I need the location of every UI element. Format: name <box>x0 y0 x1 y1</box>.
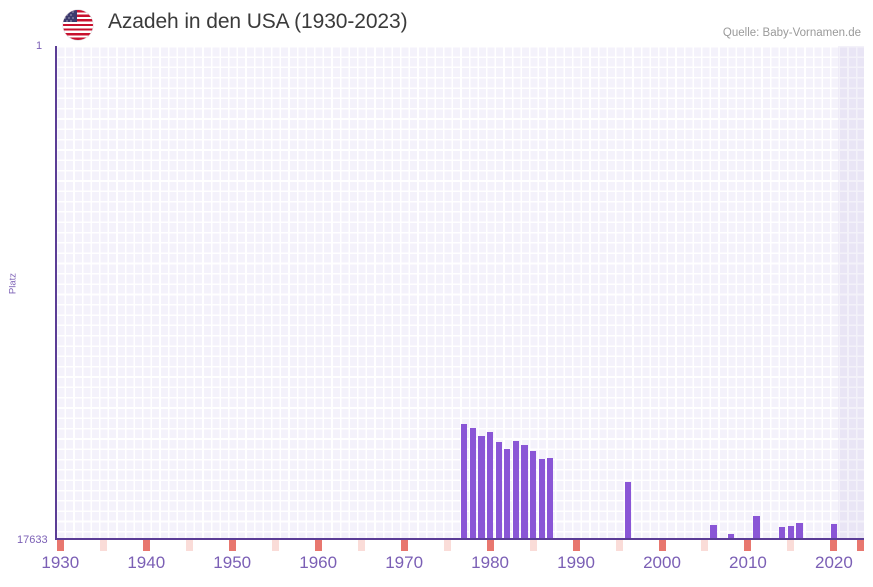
x-axis-tick-major <box>744 540 752 551</box>
x-axis-tick-minor <box>185 540 193 551</box>
bar <box>469 428 476 539</box>
x-axis-tick-label: 1990 <box>557 553 595 572</box>
bar <box>779 527 786 539</box>
y-axis-title: Platz <box>7 272 19 295</box>
bar <box>753 516 760 539</box>
y-axis-top-tick-label: 1 <box>36 40 43 52</box>
bar <box>504 449 511 539</box>
chart-header: Azadeh in den USA (1930-2023) Quelle: Ba… <box>0 0 873 46</box>
bar <box>486 432 494 539</box>
x-axis-tick-label: 2000 <box>643 553 681 572</box>
x-axis-tick-major <box>830 540 838 551</box>
x-axis-tick-major <box>142 540 150 551</box>
x-axis-tick-label: 1980 <box>471 553 509 572</box>
x-axis-tick-minor <box>271 540 279 551</box>
x-axis-tick-major <box>572 540 580 551</box>
x-axis-tick-minor <box>443 540 451 551</box>
x-axis-tick-major <box>400 540 408 551</box>
bar <box>478 436 485 539</box>
plot-area <box>56 46 864 539</box>
source-label: Quelle: Baby-Vornamen.de <box>722 27 861 39</box>
y-axis-bottom-tick-label: 17633 <box>17 534 48 546</box>
x-axis-tick-major <box>486 540 494 551</box>
x-axis-tick-minor <box>99 540 107 551</box>
x-axis-tick-major <box>56 540 64 551</box>
x-axis-tick-label: 1930 <box>41 553 80 572</box>
bar <box>461 424 468 539</box>
flag-canton <box>63 10 77 22</box>
x-axis-tick-label: 1940 <box>127 553 166 572</box>
x-axis-tick-minor <box>529 540 537 551</box>
bar <box>547 458 554 539</box>
x-axis-tick-label: 1960 <box>299 553 338 572</box>
x-axis-line <box>55 538 864 540</box>
x-axis-tick-label: 2020 <box>814 553 853 572</box>
x-axis-tick-minor <box>357 540 365 551</box>
x-axis-tick-minor <box>615 540 623 551</box>
bar <box>710 525 717 539</box>
bar-series <box>56 46 864 539</box>
page-title: Azadeh in den USA (1930-2023) <box>108 10 408 33</box>
y-axis-line <box>55 46 57 540</box>
bar <box>624 482 631 539</box>
x-axis-tick-major <box>228 540 236 551</box>
x-axis-tick-major <box>658 540 666 551</box>
bar <box>495 442 502 539</box>
bar <box>796 523 803 539</box>
bar <box>727 534 734 539</box>
bar <box>830 524 837 539</box>
x-axis-tick-major <box>857 540 864 551</box>
x-axis-tick-minor <box>701 540 709 551</box>
bar <box>521 445 528 539</box>
x-axis-tick-label: 1950 <box>213 553 252 572</box>
x-axis-tick-major <box>314 540 322 551</box>
us-flag-icon <box>63 10 93 40</box>
bar <box>529 451 537 539</box>
x-axis-tick-label: 2010 <box>729 553 767 572</box>
bar <box>538 459 545 539</box>
bar <box>787 526 795 539</box>
x-axis-tick-minor <box>787 540 795 551</box>
bar <box>512 441 519 539</box>
x-axis-ticks <box>56 540 864 552</box>
x-axis-tick-label: 1970 <box>385 553 424 572</box>
x-axis-labels: 1930 1940 1950 1960 1970 1980 1990 2000 2010 2020 <box>0 553 873 579</box>
